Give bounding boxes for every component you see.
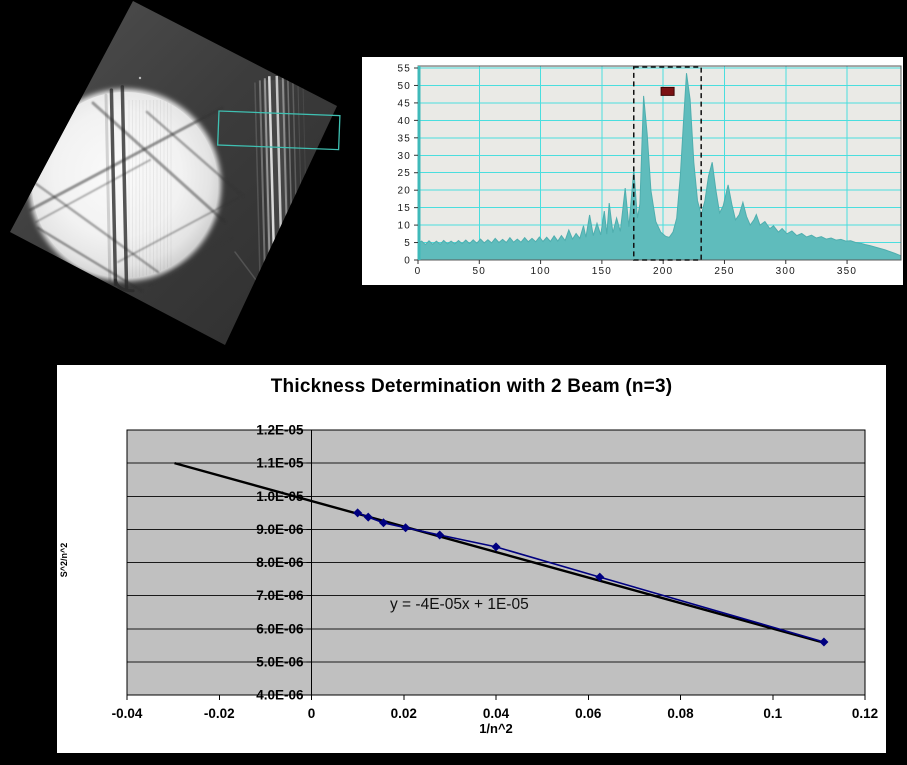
linescan-selection-box bbox=[217, 110, 341, 151]
data-point-marker bbox=[491, 542, 501, 552]
y-tick-label: 4.0E-06 bbox=[256, 688, 304, 703]
disk-fringe-texture bbox=[128, 100, 172, 278]
rotated-photo bbox=[10, 1, 337, 345]
cursor-marker[interactable] bbox=[660, 86, 675, 96]
y-tick-label: 15 bbox=[397, 203, 411, 214]
y-tick-label: 1.1E-05 bbox=[256, 456, 304, 471]
thickness-plot: 1.2E-05 1.1E-05 1.0E-05 9.0E-06 8.0E-06 7.0E-… bbox=[112, 423, 879, 722]
x-tick-label: 150 bbox=[592, 266, 612, 277]
plot-area bbox=[418, 66, 901, 260]
dust-speck bbox=[138, 76, 142, 80]
data-point-marker bbox=[819, 637, 829, 647]
x-tick-label: 0.04 bbox=[483, 706, 510, 721]
chart-title: Thickness Determination with 2 Beam (n=3… bbox=[270, 376, 673, 397]
dust-speck bbox=[42, 83, 44, 85]
intensity-profile-chart: 0 5 10 15 20 25 30 35 40 45 50 55 0 50 100 150 200 250 300… bbox=[362, 57, 903, 285]
x-tick-label: 0 bbox=[415, 266, 422, 277]
y-tick-label: 30 bbox=[397, 151, 411, 162]
x-tick-label: 0.1 bbox=[763, 706, 782, 721]
data-point-marker bbox=[378, 518, 388, 528]
data-point-marker bbox=[363, 512, 373, 522]
x-tick-label: 0.12 bbox=[852, 706, 878, 721]
x-tick-label: 300 bbox=[776, 266, 796, 277]
thickness-chart: Thickness Determination with 2 Beam (n=3… bbox=[57, 365, 886, 753]
y-tick-label: 45 bbox=[397, 98, 411, 109]
data-point-marker bbox=[435, 530, 445, 540]
x-tick-label: 250 bbox=[714, 266, 734, 277]
gridlines bbox=[127, 462, 865, 663]
y-tick-label: 5 bbox=[404, 238, 411, 249]
y-tick-label: 6.0E-06 bbox=[256, 621, 304, 636]
y-tick-label: 50 bbox=[397, 81, 411, 92]
y-tick-label: 0 bbox=[404, 256, 411, 267]
intensity-area-series bbox=[417, 73, 902, 261]
axis-ticks bbox=[126, 429, 866, 700]
tem-micrograph-image bbox=[10, 1, 341, 345]
x-tick-label: -0.04 bbox=[112, 706, 143, 721]
y-tick-label: 25 bbox=[397, 168, 411, 179]
tick-labels: 0 5 10 15 20 25 30 35 40 45 50 55 0 50 100 150 200 250 300… bbox=[397, 64, 857, 278]
y-tick-labels: 1.2E-05 1.1E-05 1.0E-05 9.0E-06 8.0E-06 7.0E-… bbox=[256, 423, 304, 703]
y-tick-label: 10 bbox=[397, 221, 411, 232]
x-tick-labels: -0.04 -0.02 0 0.02 0.04 0.06 0.08 0.1 0.12 bbox=[112, 706, 879, 721]
trendline bbox=[174, 461, 826, 645]
vertical-band bbox=[104, 85, 135, 293]
x-tick-label: -0.02 bbox=[204, 706, 235, 721]
bend-contours bbox=[26, 101, 245, 293]
x-tick-label: 0.02 bbox=[391, 706, 417, 721]
y-tick-label: 5.0E-06 bbox=[256, 654, 304, 669]
x-tick-label: 50 bbox=[473, 266, 487, 277]
gridlines bbox=[418, 66, 901, 260]
x-tick-label: 350 bbox=[837, 266, 857, 277]
x-tick-label: 100 bbox=[530, 266, 550, 277]
data-point-marker bbox=[353, 508, 363, 518]
selection-rect[interactable] bbox=[633, 66, 702, 261]
y-tick-label: 1.0E-05 bbox=[256, 489, 304, 504]
y-tick-label: 1.2E-05 bbox=[256, 423, 304, 438]
trendline-equation: y = -4E-05x + 1E-05 bbox=[390, 596, 529, 613]
y-tick-label: 9.0E-06 bbox=[256, 522, 304, 537]
data-point-marker bbox=[401, 523, 411, 533]
data-point-marker bbox=[595, 572, 605, 582]
x-tick-label: 0.06 bbox=[575, 706, 602, 721]
intensity-profile-plot: 0 5 10 15 20 25 30 35 40 45 50 55 0 50 100 150 200 250 300… bbox=[397, 64, 902, 278]
y-tick-label: 55 bbox=[397, 64, 411, 75]
x-tick-label: 0.08 bbox=[667, 706, 694, 721]
y-tick-label: 35 bbox=[397, 133, 411, 144]
y-tick-label: 8.0E-06 bbox=[256, 555, 304, 570]
x-axis-title: 1/n^2 bbox=[479, 721, 513, 736]
x-tick-label: 200 bbox=[653, 266, 673, 277]
x-tick-label: 0 bbox=[308, 706, 316, 721]
y-tick-label: 7.0E-06 bbox=[256, 588, 304, 603]
y-tick-label: 40 bbox=[397, 116, 411, 127]
tem-micrograph bbox=[0, 0, 360, 360]
y-axis-title: S^2/n^2 bbox=[59, 542, 69, 578]
y-tick-label: 20 bbox=[397, 186, 411, 197]
